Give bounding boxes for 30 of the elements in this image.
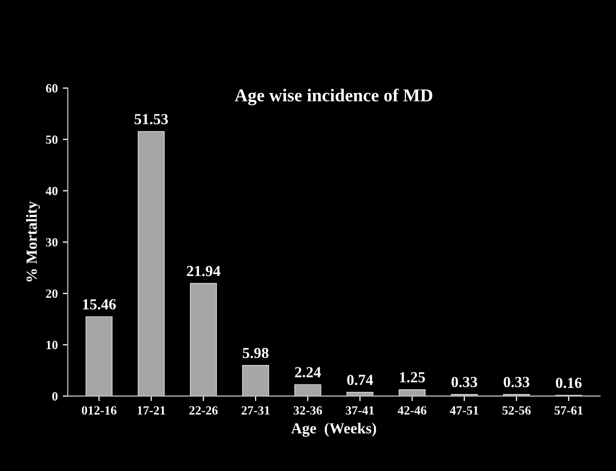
y-tick-label: 0 — [52, 392, 58, 401]
x-tick-label: 27-31 — [242, 406, 270, 415]
y-tick-label: 50 — [46, 135, 58, 144]
x-tick-label: 52-56 — [502, 406, 531, 415]
data-label: 21.94 — [186, 266, 220, 276]
x-axis-title: Age (Weeks) — [291, 422, 376, 437]
x-tick-label: 42-46 — [398, 406, 426, 415]
data-label: 0.33 — [504, 376, 530, 388]
data-label: 5.98 — [242, 348, 268, 358]
y-tick-label: 30 — [46, 238, 58, 247]
data-label: 2.24 — [295, 367, 321, 378]
x-tick-label: 32-36 — [294, 406, 322, 415]
x-tick-label: 47-51 — [450, 406, 478, 415]
x-tick-label: 012-16 — [82, 406, 116, 415]
y-tick-label: 60 — [46, 84, 58, 93]
x-tick-label: 57-61 — [554, 406, 583, 415]
y-tick-label: 10 — [46, 340, 58, 350]
data-label: 0.16 — [556, 378, 582, 388]
x-tick-label: 17-21 — [138, 406, 166, 415]
y-tick-label: 20 — [46, 289, 58, 298]
y-axis-title: % Mortality — [26, 201, 40, 282]
data-label: 51.53 — [134, 114, 168, 124]
x-tick-label: 22-26 — [189, 406, 218, 415]
data-label: 1.25 — [400, 372, 425, 382]
data-label: 0.74 — [347, 374, 374, 386]
data-label: 15.46 — [83, 299, 116, 310]
y-tick-label: 40 — [46, 186, 58, 196]
x-tick-label: 37-41 — [346, 406, 374, 415]
data-label: 0.33 — [452, 376, 478, 388]
chart-title: Age wise incidence of MD — [234, 88, 432, 106]
